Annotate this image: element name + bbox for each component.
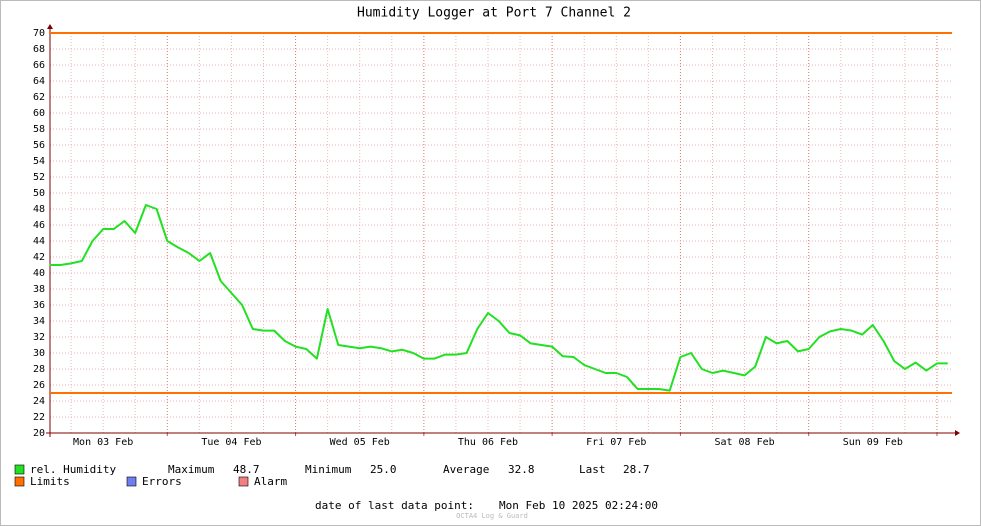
y-tick-label: 68 <box>33 44 45 55</box>
y-tick-label: 58 <box>33 124 45 135</box>
y-tick-label: 44 <box>33 236 45 247</box>
y-tick-label: 34 <box>33 316 45 327</box>
x-tick-label: Mon 03 Feb <box>73 437 133 448</box>
x-tick-label: Wed 05 Feb <box>330 437 390 448</box>
stat-name: Minimum <box>305 463 352 476</box>
footer-value: Mon Feb 10 2025 02:24:00 <box>499 499 658 512</box>
y-tick-label: 26 <box>33 380 45 391</box>
y-tick-label: 54 <box>33 156 45 167</box>
x-tick-label: Tue 04 Feb <box>201 437 261 448</box>
stat-value: 28.7 <box>623 463 650 476</box>
legend-label: Alarm <box>254 475 287 488</box>
legend-swatch <box>126 476 137 487</box>
legend-swatch <box>14 464 25 475</box>
stat-value: 25.0 <box>370 463 397 476</box>
y-tick-label: 70 <box>33 28 45 39</box>
y-tick-label: 40 <box>33 268 45 279</box>
x-tick-label: Fri 07 Feb <box>586 437 646 448</box>
footer-label: date of last data point: <box>315 499 474 512</box>
y-tick-label: 48 <box>33 204 45 215</box>
y-tick-label: 22 <box>33 412 45 423</box>
stat-value: 32.8 <box>508 463 535 476</box>
legend-label: Limits <box>30 475 70 488</box>
y-tick-label: 62 <box>33 92 45 103</box>
legend-label: Errors <box>142 475 182 488</box>
y-tick-label: 36 <box>33 300 45 311</box>
legend-swatch <box>238 476 249 487</box>
data-line <box>49 204 948 392</box>
stat-name: Last <box>579 463 606 476</box>
y-tick-label: 56 <box>33 140 45 151</box>
y-tick-label: 60 <box>33 108 45 119</box>
y-tick-label: 64 <box>33 76 45 87</box>
stat-name: Average <box>443 463 489 476</box>
y-tick-label: 32 <box>33 332 45 343</box>
y-tick-label: 66 <box>33 60 45 71</box>
watermark: OCTA4 Log & Guard <box>456 512 528 520</box>
y-tick-label: 24 <box>33 396 45 407</box>
y-axis-arrow <box>47 24 53 29</box>
chart-title: Humidity Logger at Port 7 Channel 2 <box>357 6 631 21</box>
y-tick-label: 46 <box>33 220 45 231</box>
y-tick-label: 50 <box>33 188 45 199</box>
y-tick-label: 20 <box>33 428 45 439</box>
y-tick-label: 38 <box>33 284 45 295</box>
x-tick-label: Sun 09 Feb <box>843 437 903 448</box>
x-tick-label: Thu 06 Feb <box>458 437 518 448</box>
legend-label: rel. Humidity <box>30 463 116 476</box>
y-tick-label: 28 <box>33 364 45 375</box>
y-tick-label: 52 <box>33 172 45 183</box>
plot-area <box>50 33 952 433</box>
x-axis-arrow <box>955 430 960 436</box>
x-tick-label: Sat 08 Feb <box>714 437 774 448</box>
stat-value: 48.7 <box>233 463 260 476</box>
y-tick-label: 42 <box>33 252 45 263</box>
legend-swatch <box>14 476 25 487</box>
stat-name: Maximum <box>168 463 215 476</box>
y-tick-label: 30 <box>33 348 45 359</box>
